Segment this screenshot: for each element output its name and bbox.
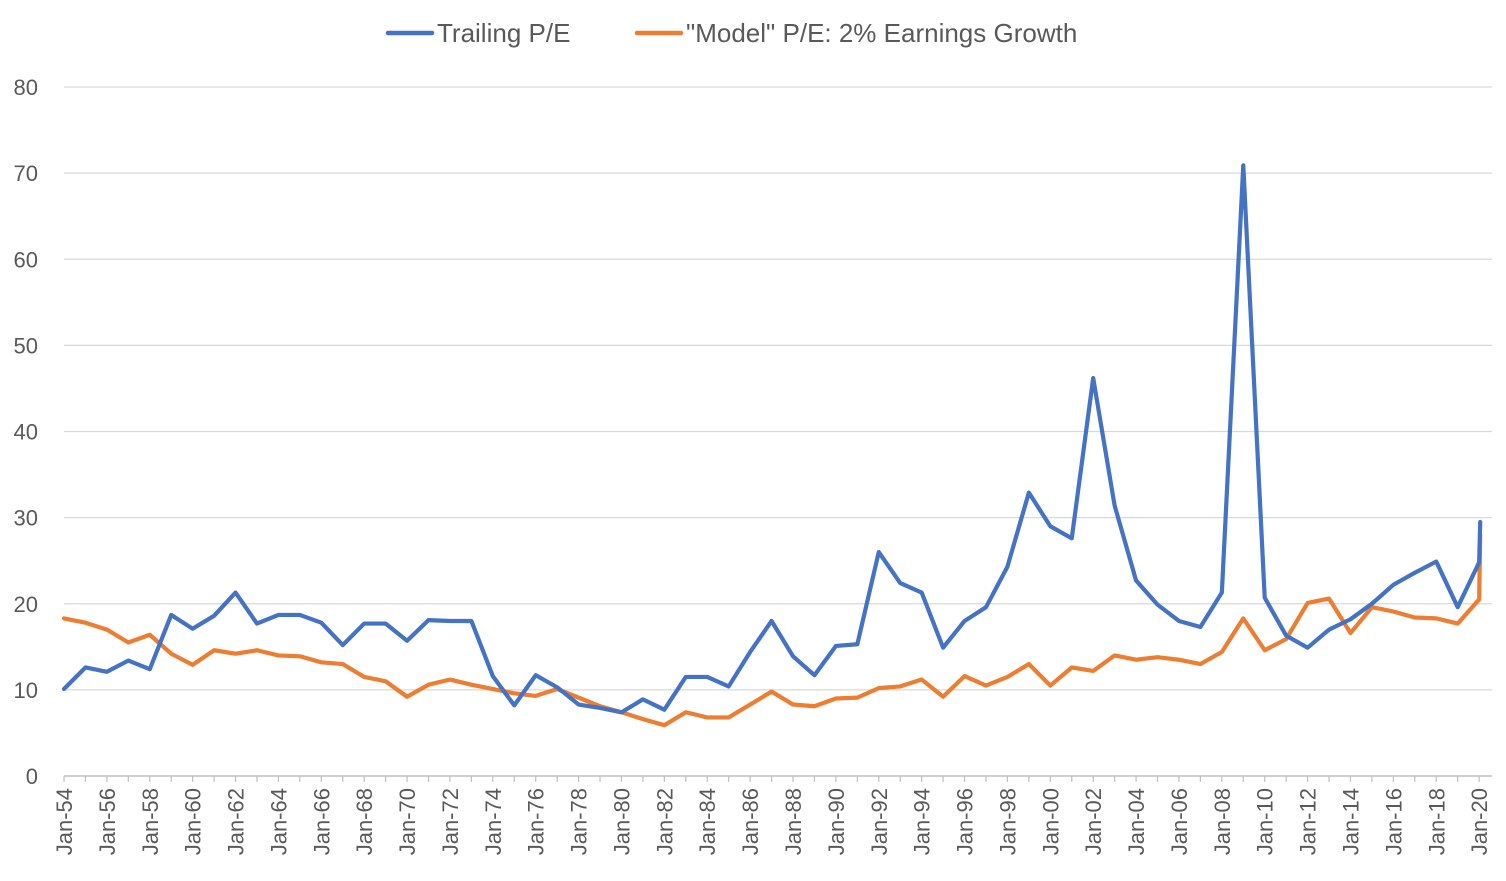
y-tick-label: 60 — [14, 247, 38, 272]
x-tick-label: Jan-08 — [1210, 788, 1235, 855]
x-tick-label: Jan-58 — [138, 788, 163, 855]
x-tick-label: Jan-18 — [1424, 788, 1449, 855]
x-tick-label: Jan-76 — [524, 788, 549, 855]
x-tick-label: Jan-02 — [1081, 788, 1106, 855]
x-axis: Jan-54 Jan-56 Jan-58 Jan-60 Jan-62 Jan-64 Jan-… — [52, 775, 1492, 855]
series-line-model-pe — [61, 532, 1483, 728]
x-tick-label: Jan-54 — [52, 788, 77, 855]
x-tick-label: Jan-94 — [910, 788, 935, 855]
y-tick-label: 20 — [14, 592, 38, 617]
x-tick-label: Jan-04 — [1124, 788, 1149, 855]
x-tick-label: Jan-78 — [567, 788, 592, 855]
x-tick-label: Jan-60 — [181, 788, 206, 855]
x-tick-label: Jan-90 — [824, 788, 849, 855]
x-tick-label: Jan-84 — [695, 788, 720, 855]
series-line-trailing-pe — [61, 163, 1483, 715]
x-tick-label: Jan-62 — [224, 788, 249, 855]
x-tick-label: Jan-66 — [309, 788, 334, 855]
y-tick-label: 50 — [14, 333, 38, 358]
x-tick-label: Jan-16 — [1381, 788, 1406, 855]
x-tick-label: Jan-00 — [1038, 788, 1063, 855]
y-tick-label: 30 — [14, 506, 38, 531]
x-tick-label: Jan-82 — [652, 788, 677, 855]
x-tick-label: Jan-12 — [1296, 788, 1321, 855]
x-tick-label: Jan-98 — [995, 788, 1020, 855]
legend-label: Trailing P/E — [437, 18, 570, 48]
x-tick-label: Jan-64 — [266, 788, 291, 855]
x-tick-label: Jan-14 — [1338, 788, 1363, 855]
y-tick-label: 80 — [14, 75, 38, 100]
x-tick-label: Jan-20 — [1467, 788, 1492, 855]
plot-area — [61, 163, 1483, 728]
y-tick-label: 0 — [26, 764, 38, 789]
x-tick-label: Jan-70 — [395, 788, 420, 855]
x-tick-label: Jan-88 — [781, 788, 806, 855]
x-tick-label: Jan-68 — [352, 788, 377, 855]
x-tick-label: Jan-06 — [1167, 788, 1192, 855]
x-tick-label: Jan-56 — [95, 788, 120, 855]
legend-label: "Model" P/E: 2% Earnings Growth — [686, 18, 1077, 48]
x-tick-label: Jan-10 — [1253, 788, 1278, 855]
x-tick-label: Jan-74 — [481, 788, 506, 855]
legend: Trailing P/E "Model" P/E: 2% Earnings Gro… — [385, 18, 1077, 48]
x-tick-label: Jan-72 — [438, 788, 463, 855]
x-tick-label: Jan-92 — [867, 788, 892, 855]
y-tick-label: 40 — [14, 420, 38, 445]
y-tick-label: 10 — [14, 678, 38, 703]
x-tick-label: Jan-96 — [953, 788, 978, 855]
gridlines — [64, 86, 1492, 691]
x-tick-label: Jan-80 — [609, 788, 634, 855]
x-tick-label: Jan-86 — [738, 788, 763, 855]
y-axis: 0 10 20 30 40 50 60 70 80 — [14, 75, 38, 789]
y-tick-label: 70 — [14, 161, 38, 186]
